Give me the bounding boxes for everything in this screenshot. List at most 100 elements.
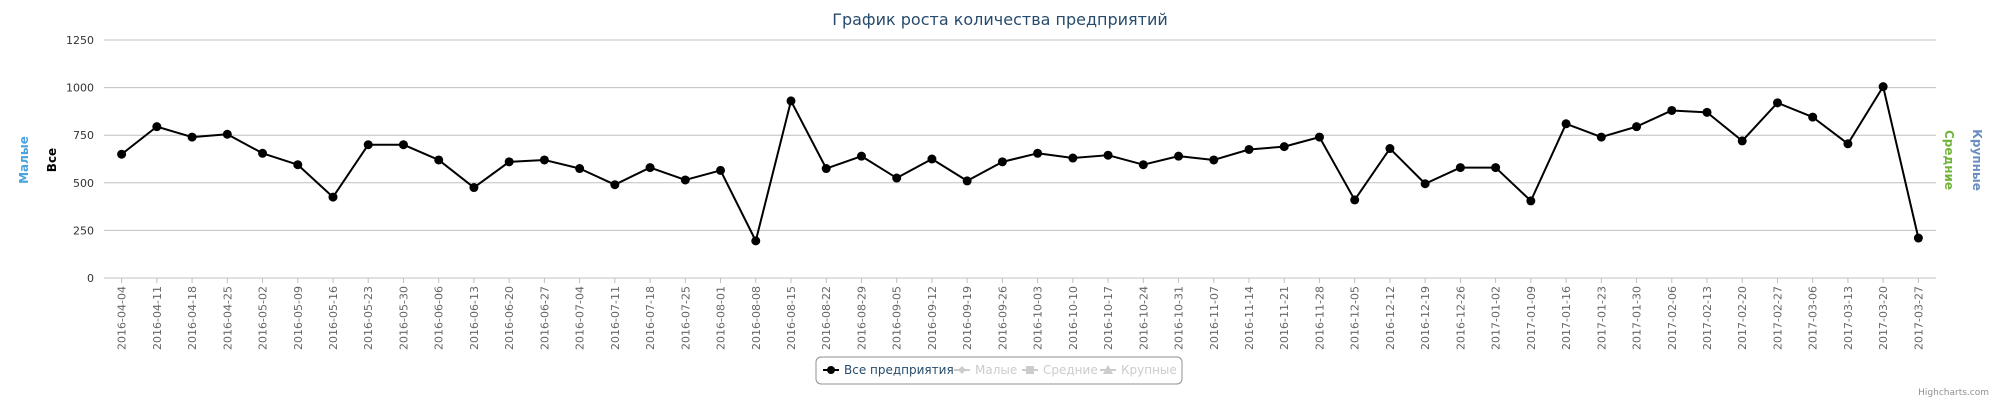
data-point[interactable]	[716, 165, 726, 175]
data-point[interactable]	[1209, 155, 1219, 165]
data-point[interactable]	[645, 163, 655, 173]
data-point[interactable]	[1138, 160, 1148, 170]
legend-box	[815, 356, 1183, 385]
data-point[interactable]	[927, 154, 937, 164]
data-point[interactable]	[1737, 136, 1747, 146]
x-tick-label: 2016-09-19	[961, 286, 974, 350]
circle-icon	[827, 366, 835, 374]
data-point[interactable]	[1632, 122, 1642, 132]
data-point[interactable]	[504, 157, 514, 167]
data-point[interactable]	[1808, 112, 1818, 122]
data-point[interactable]	[539, 155, 549, 165]
data-point[interactable]	[1561, 119, 1571, 129]
data-point[interactable]	[1526, 196, 1536, 206]
x-tick-label: 2017-01-09	[1525, 286, 1538, 350]
data-point[interactable]	[1878, 82, 1888, 92]
data-point[interactable]	[610, 180, 620, 190]
data-point[interactable]	[751, 236, 761, 246]
data-point[interactable]	[1420, 179, 1430, 189]
series-all-enterprises	[117, 82, 1923, 246]
legend[interactable]: Все предприятия Малые Средние Крупные	[815, 356, 1183, 385]
legend-item-all[interactable]: Все предприятия	[823, 363, 954, 377]
data-point[interactable]	[962, 176, 972, 186]
legend-item-medium[interactable]: Средние	[1022, 363, 1098, 377]
data-point[interactable]	[328, 192, 338, 202]
data-point[interactable]	[1350, 195, 1360, 205]
x-tick-label: 2016-10-24	[1137, 286, 1150, 350]
data-point[interactable]	[469, 183, 479, 193]
x-tick-label: 2017-01-16	[1560, 286, 1573, 350]
x-tick-label: 2017-03-20	[1877, 286, 1890, 350]
data-point[interactable]	[222, 129, 232, 139]
triangle-icon	[1103, 365, 1113, 374]
y-tick-label: 1250	[66, 34, 94, 47]
legend-label-medium: Средние	[1043, 363, 1098, 377]
x-tick-label: 2016-10-03	[1032, 286, 1045, 350]
data-point[interactable]	[1702, 107, 1712, 117]
x-tick-label: 2017-02-27	[1771, 286, 1784, 350]
data-point[interactable]	[1385, 144, 1395, 154]
data-point[interactable]	[1913, 233, 1923, 243]
data-point[interactable]	[575, 164, 585, 174]
diamond-icon	[958, 366, 966, 374]
data-point[interactable]	[1279, 142, 1289, 152]
data-point[interactable]	[1596, 132, 1606, 142]
data-point[interactable]	[997, 157, 1007, 167]
x-tick-label: 2016-11-21	[1278, 286, 1291, 350]
data-point[interactable]	[1667, 105, 1677, 115]
data-point[interactable]	[187, 132, 197, 142]
data-point[interactable]	[1843, 139, 1853, 149]
x-tick-label: 2017-01-02	[1490, 286, 1503, 350]
legend-label-small: Малые	[975, 363, 1017, 377]
x-tick-label: 2016-04-18	[186, 286, 199, 350]
axis-title-large: Крупные	[1970, 129, 1984, 191]
data-point[interactable]	[1103, 150, 1113, 160]
credits[interactable]: Highcharts.com	[1918, 388, 1989, 398]
legend-item-small[interactable]: Малые	[954, 363, 1017, 377]
data-point[interactable]	[117, 149, 127, 159]
data-point[interactable]	[1033, 148, 1043, 158]
x-tick-label: 2016-05-02	[257, 286, 270, 350]
data-point[interactable]	[1244, 144, 1254, 154]
data-point[interactable]	[892, 173, 902, 183]
data-point[interactable]	[398, 140, 408, 150]
data-point[interactable]	[1491, 163, 1501, 173]
square-icon	[1026, 366, 1034, 374]
legend-label-large: Крупные	[1121, 363, 1177, 377]
x-tick-label: 2016-04-25	[221, 286, 234, 350]
x-tick-label: 2016-11-07	[1208, 286, 1221, 350]
data-point[interactable]	[293, 160, 303, 170]
chart-title: График роста количества предприятий	[832, 10, 1168, 29]
x-tick-label: 2016-07-11	[609, 286, 622, 350]
legend-label-all: Все предприятия	[844, 363, 954, 377]
x-tick-label: 2016-08-22	[820, 286, 833, 350]
data-point[interactable]	[434, 155, 444, 165]
data-point[interactable]	[1314, 132, 1324, 142]
y-tick-label: 750	[73, 129, 94, 142]
data-point[interactable]	[152, 122, 162, 132]
data-point[interactable]	[363, 140, 373, 150]
legend-item-large[interactable]: Крупные	[1100, 363, 1177, 377]
y-tick-label: 250	[73, 224, 94, 237]
x-tick-label: 2016-06-06	[433, 286, 446, 350]
data-point[interactable]	[1068, 153, 1078, 163]
x-tick-label: 2016-11-14	[1243, 286, 1256, 350]
x-tick-label: 2016-09-26	[996, 286, 1009, 350]
x-tick-label: 2016-11-28	[1313, 286, 1326, 350]
data-point[interactable]	[1455, 163, 1465, 173]
x-tick-label: 2016-10-10	[1067, 286, 1080, 350]
x-tick-label: 2016-05-23	[362, 286, 375, 350]
x-tick-label: 2017-02-06	[1666, 286, 1679, 350]
data-point[interactable]	[1772, 98, 1782, 108]
data-point[interactable]	[856, 151, 866, 161]
data-point[interactable]	[258, 148, 268, 158]
data-point[interactable]	[680, 175, 690, 185]
data-point[interactable]	[1174, 151, 1184, 161]
gridlines	[104, 39, 1936, 279]
x-tick-label: 2016-07-04	[574, 286, 587, 350]
data-point[interactable]	[786, 96, 796, 106]
axis-titles: Малые Все Средние Крупные	[17, 129, 1984, 191]
y-tick-label: 1000	[66, 82, 94, 95]
data-point[interactable]	[821, 164, 831, 174]
x-tick-label: 2017-02-20	[1736, 286, 1749, 350]
